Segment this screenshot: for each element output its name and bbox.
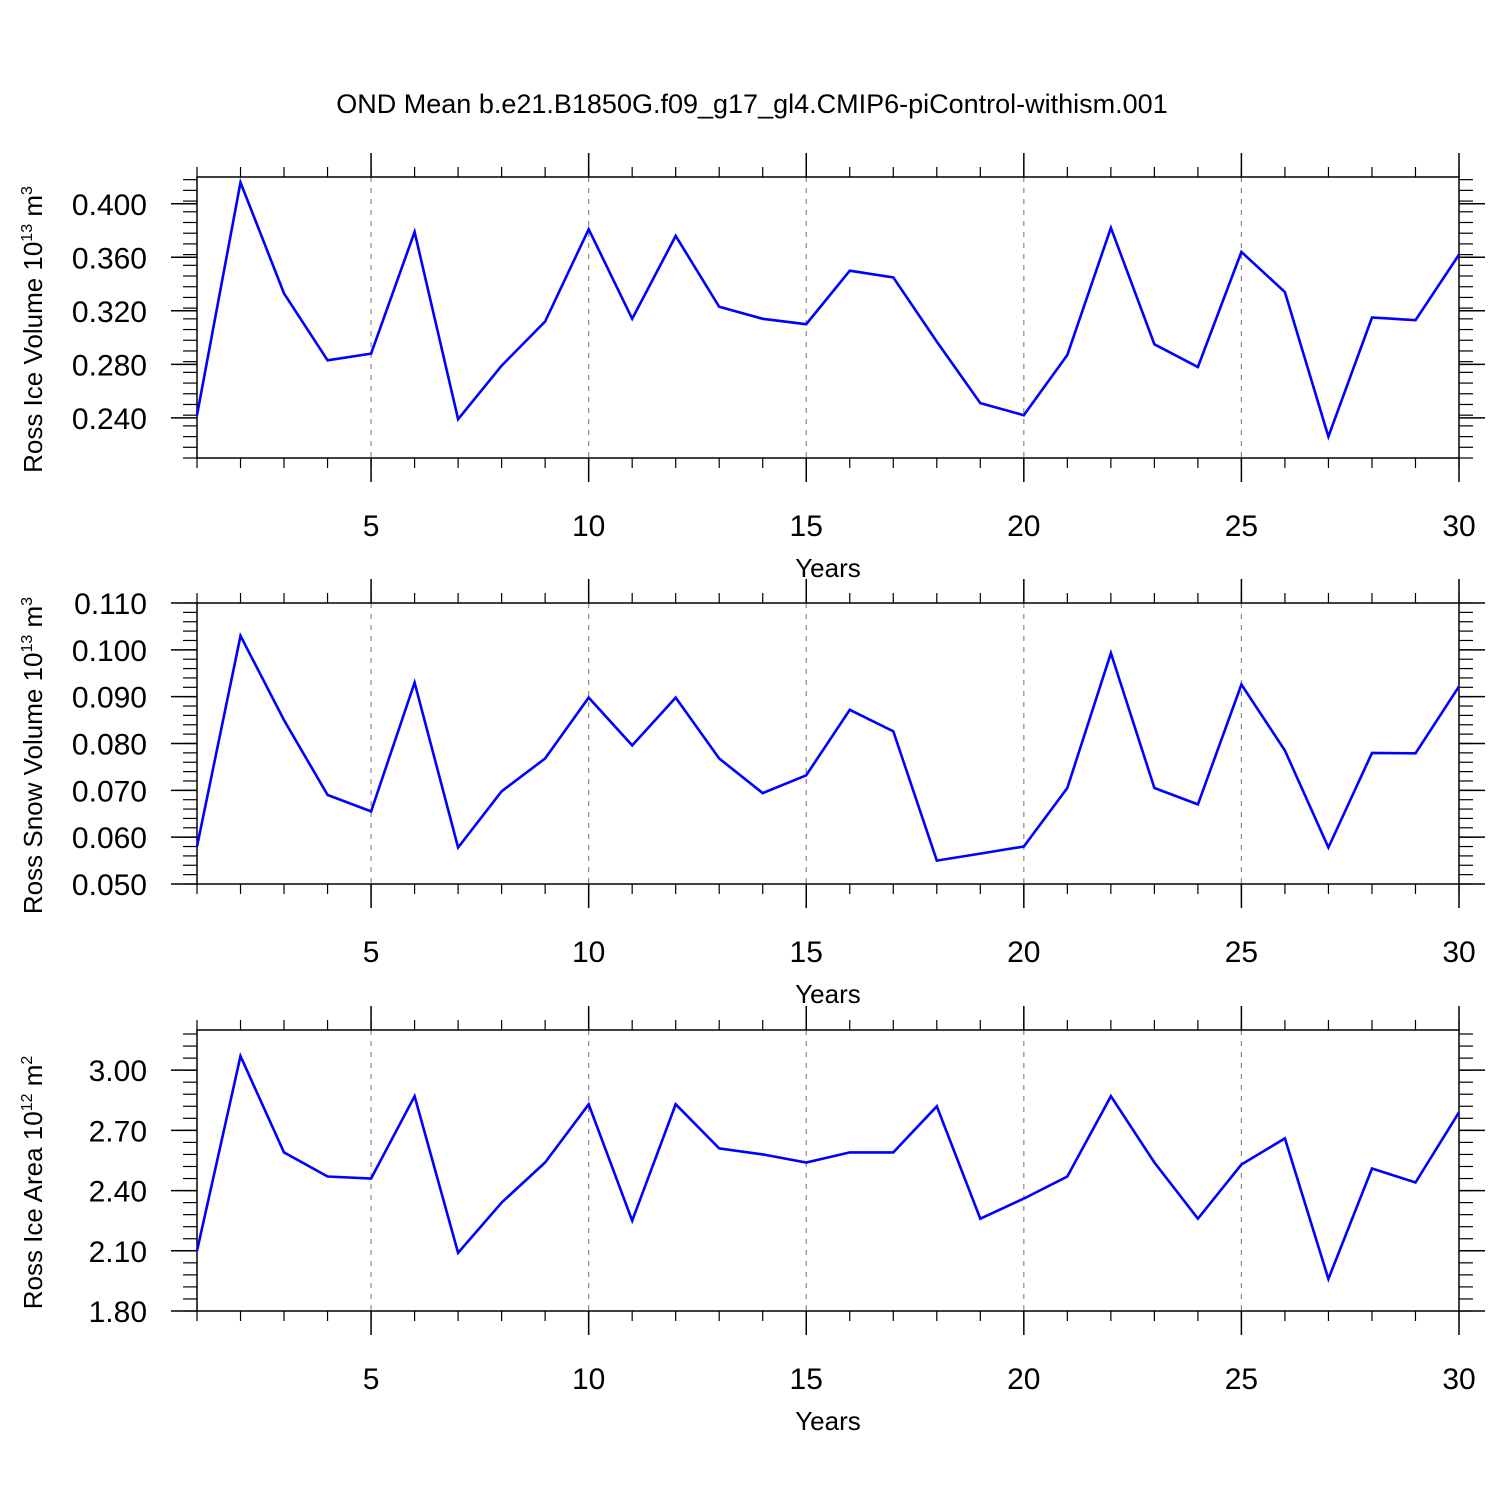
series-line bbox=[195, 1052, 1461, 1283]
figure-title: OND Mean b.e21.B1850G.f09_g17_gl4.CMIP6-… bbox=[336, 89, 1167, 119]
plot-frame bbox=[196, 1029, 1460, 1312]
y-tick-label: 0.400 bbox=[72, 189, 147, 222]
x-tick-label: 15 bbox=[790, 936, 823, 969]
series-line bbox=[195, 631, 1461, 863]
y-tick-label: 1.80 bbox=[89, 1296, 147, 1329]
x-tick-label: 15 bbox=[790, 1363, 823, 1396]
y-axis-label-superscript: 3 bbox=[19, 186, 36, 195]
y-tick-label: 2.40 bbox=[89, 1176, 147, 1209]
y-tick-label: 0.280 bbox=[72, 349, 147, 382]
x-tick-label: 25 bbox=[1225, 936, 1258, 969]
y-tick-label: 2.10 bbox=[89, 1236, 147, 1269]
y-axis-label-superscript: 3 bbox=[19, 597, 36, 606]
x-axis-label: Years bbox=[795, 979, 861, 1009]
series-line bbox=[195, 177, 1461, 441]
y-tick-label: 0.060 bbox=[72, 822, 147, 855]
x-tick-label: 25 bbox=[1225, 1363, 1258, 1396]
panel-ross-snow-volume: 5 10 15 20 25 30 0.050 0.060 0.070 0.080 0.090 0.10… bbox=[18, 579, 1485, 1009]
x-tick-label: 20 bbox=[1007, 510, 1040, 543]
y-axis-label-text: Ross Ice Area 10 bbox=[18, 1111, 48, 1309]
y-tick-label: 0.110 bbox=[74, 588, 147, 621]
x-tick-label: 20 bbox=[1007, 1363, 1040, 1396]
y-tick-label: 0.360 bbox=[72, 242, 147, 275]
y-axis-label-text: Ross Ice Volume 10 bbox=[18, 242, 48, 473]
y-axis-label-text: m bbox=[18, 606, 48, 635]
x-tick-label: 5 bbox=[363, 1363, 380, 1396]
y-axis-label-superscript: 13 bbox=[19, 224, 36, 242]
x-tick-label: 15 bbox=[790, 510, 823, 543]
y-tick-label: 3.00 bbox=[89, 1055, 147, 1088]
y-axis-label-text: m bbox=[18, 1065, 48, 1094]
x-tick-label: 25 bbox=[1225, 510, 1258, 543]
y-tick-label: 0.240 bbox=[72, 403, 147, 436]
x-tick-label: 5 bbox=[363, 510, 380, 543]
x-axis-label: Years bbox=[795, 553, 861, 583]
y-tick-label: 0.090 bbox=[72, 682, 147, 715]
y-axis-label-superscript: 12 bbox=[19, 1093, 36, 1111]
y-tick-label: 0.070 bbox=[72, 775, 147, 808]
y-axis-label-superscript: 2 bbox=[19, 1056, 36, 1065]
y-axis-label: Ross Ice Volume 1013 m3 bbox=[18, 186, 48, 473]
x-tick-label: 10 bbox=[572, 1363, 605, 1396]
y-tick-label: 0.320 bbox=[72, 296, 147, 329]
x-tick-label: 20 bbox=[1007, 936, 1040, 969]
y-tick-label: 2.70 bbox=[89, 1115, 147, 1148]
y-axis-label-superscript: 13 bbox=[19, 635, 36, 653]
panel-ross-ice-area: 5 10 15 20 25 30 1.80 2.10 2.40 2.70 3.00 Years Ross… bbox=[18, 1006, 1485, 1436]
x-tick-label: 10 bbox=[572, 936, 605, 969]
panel-ross-ice-volume: 5 10 15 20 25 30 0.240 0.280 0.320 0.360 0.400 Year… bbox=[18, 153, 1485, 583]
y-axis-label-text: m bbox=[18, 195, 48, 224]
y-axis-label: Ross Snow Volume 1013 m3 bbox=[18, 597, 48, 914]
x-tick-label: 30 bbox=[1442, 1363, 1475, 1396]
x-tick-label: 30 bbox=[1442, 936, 1475, 969]
x-tick-label: 30 bbox=[1442, 510, 1475, 543]
y-axis-label-text: Ross Snow Volume 10 bbox=[18, 653, 48, 915]
y-axis-label: Ross Ice Area 1012 m2 bbox=[18, 1056, 48, 1310]
x-tick-label: 10 bbox=[572, 510, 605, 543]
y-tick-label: 0.050 bbox=[72, 869, 147, 902]
y-tick-label: 0.080 bbox=[72, 729, 147, 762]
y-tick-label: 0.100 bbox=[72, 635, 147, 668]
x-tick-label: 5 bbox=[363, 936, 380, 969]
x-axis-label: Years bbox=[795, 1406, 861, 1436]
plot-frame bbox=[196, 176, 1460, 459]
